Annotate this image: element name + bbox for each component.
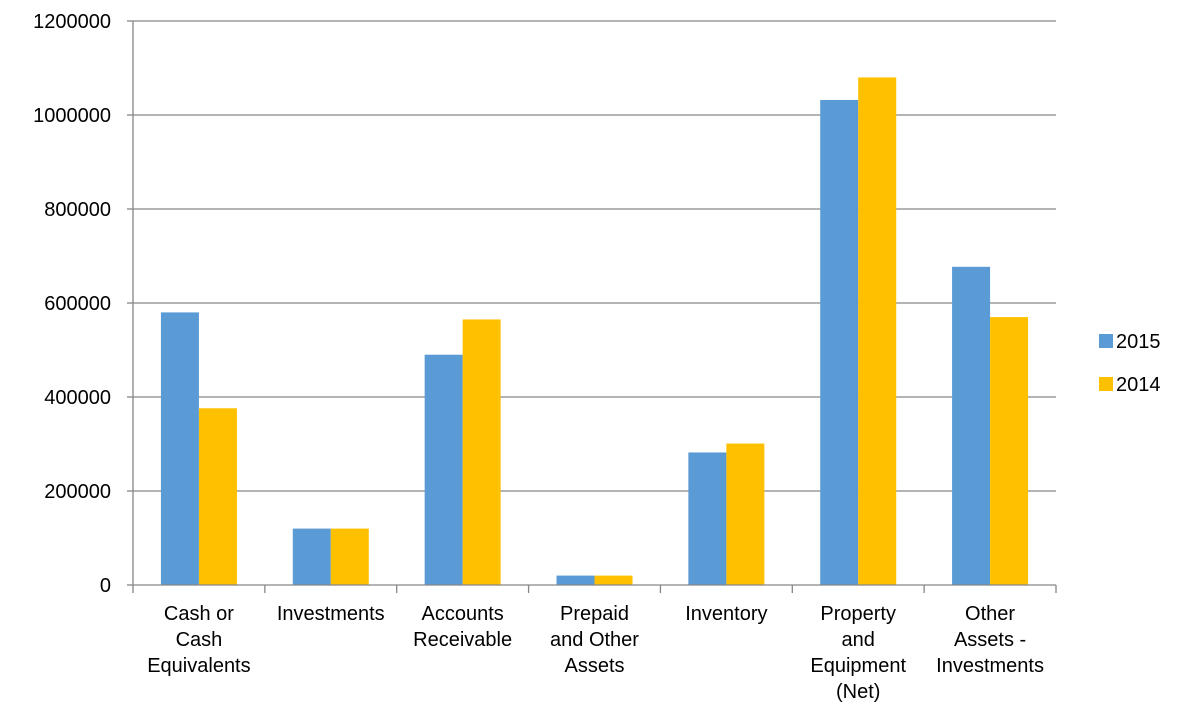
bar-2014-4 [726, 443, 765, 585]
bar-2014-2 [462, 319, 501, 585]
x-category-label: Investments [277, 603, 385, 625]
x-category-label: Prepaid and Other Assets [550, 603, 639, 677]
bar-2015-2 [424, 354, 463, 585]
legend-swatch-2015 [1099, 334, 1113, 348]
x-category-label: Cash or Cash Equivalents [147, 603, 250, 677]
bar-2015-1 [292, 528, 331, 585]
y-tick-label: 400000 [44, 387, 111, 409]
y-tick-label: 800000 [44, 199, 111, 221]
x-category-label: Accounts Receivable [413, 603, 512, 651]
bar-2014-6 [990, 317, 1029, 585]
axes [127, 20, 1057, 593]
bar-2014-1 [330, 528, 369, 585]
bar-2014-0 [198, 408, 237, 585]
legend-swatch-2014 [1099, 377, 1113, 391]
x-category-label: Other Assets -Investments [936, 603, 1044, 677]
bar-2015-4 [688, 452, 727, 585]
y-tick-label: 1000000 [33, 105, 111, 127]
legend-label-2015: 2015 [1116, 331, 1161, 353]
legend-label-2014: 2014 [1116, 374, 1161, 396]
y-tick-label: 1200000 [33, 11, 111, 33]
bar-2015-0 [160, 312, 199, 585]
y-tick-label: 200000 [44, 481, 111, 503]
bar-2015-3 [556, 575, 595, 585]
y-tick-labels: 0 200000 400000 600000 800000 1000000 1200000 [33, 11, 111, 597]
y-tick-label: 600000 [44, 293, 111, 315]
bar-2015-5 [820, 99, 859, 586]
bar-2015-6 [952, 266, 991, 585]
bars [160, 77, 1029, 586]
x-category-label: Inventory [685, 603, 767, 625]
x-category-labels: Cash or Cash Equivalents Investments Account… [147, 603, 1044, 703]
bar-2014-3 [594, 575, 633, 585]
gridlines [133, 20, 1056, 492]
x-category-label: Property and Equipment (Net) [810, 603, 906, 703]
y-tick-label: 0 [100, 575, 111, 597]
legend: 2015 2014 [1099, 331, 1161, 396]
bar-2014-5 [858, 77, 897, 586]
